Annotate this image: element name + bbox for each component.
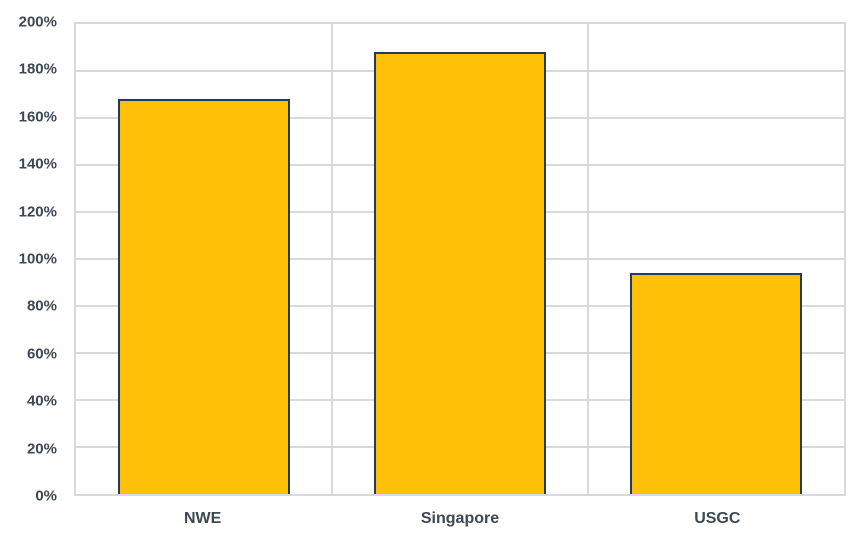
y-tick-label: 80% <box>26 297 57 315</box>
y-tick-label: 0% <box>35 487 57 505</box>
bar-singapore <box>374 52 546 494</box>
y-tick-label: 160% <box>18 108 57 126</box>
y-tick-label: 40% <box>26 392 57 410</box>
bar-column-nwe <box>76 24 332 494</box>
y-tick-label: 140% <box>18 155 57 173</box>
bar-nwe <box>118 99 290 494</box>
bar-column-singapore <box>332 24 588 494</box>
y-tick-label: 20% <box>26 440 57 458</box>
plot-area <box>74 22 846 496</box>
x-axis: NWE Singapore USGC <box>74 505 846 533</box>
x-category-label: Singapore <box>420 510 500 527</box>
x-category-label: USGC <box>694 510 741 527</box>
bar-column-usgc <box>588 24 844 494</box>
vertical-gridline <box>331 24 333 494</box>
bar-usgc <box>630 273 802 494</box>
y-tick-label: 200% <box>18 13 57 31</box>
vertical-gridline <box>587 24 589 494</box>
y-axis: 0% 20% 40% 60% 80% 100% 120% 140% 160% 180% 200% <box>0 14 66 505</box>
x-category-label: NWE <box>184 510 222 527</box>
y-tick-label: 60% <box>26 345 57 363</box>
y-tick-label: 120% <box>18 203 57 221</box>
y-tick-label: 100% <box>18 250 57 268</box>
y-tick-label: 180% <box>18 60 57 78</box>
